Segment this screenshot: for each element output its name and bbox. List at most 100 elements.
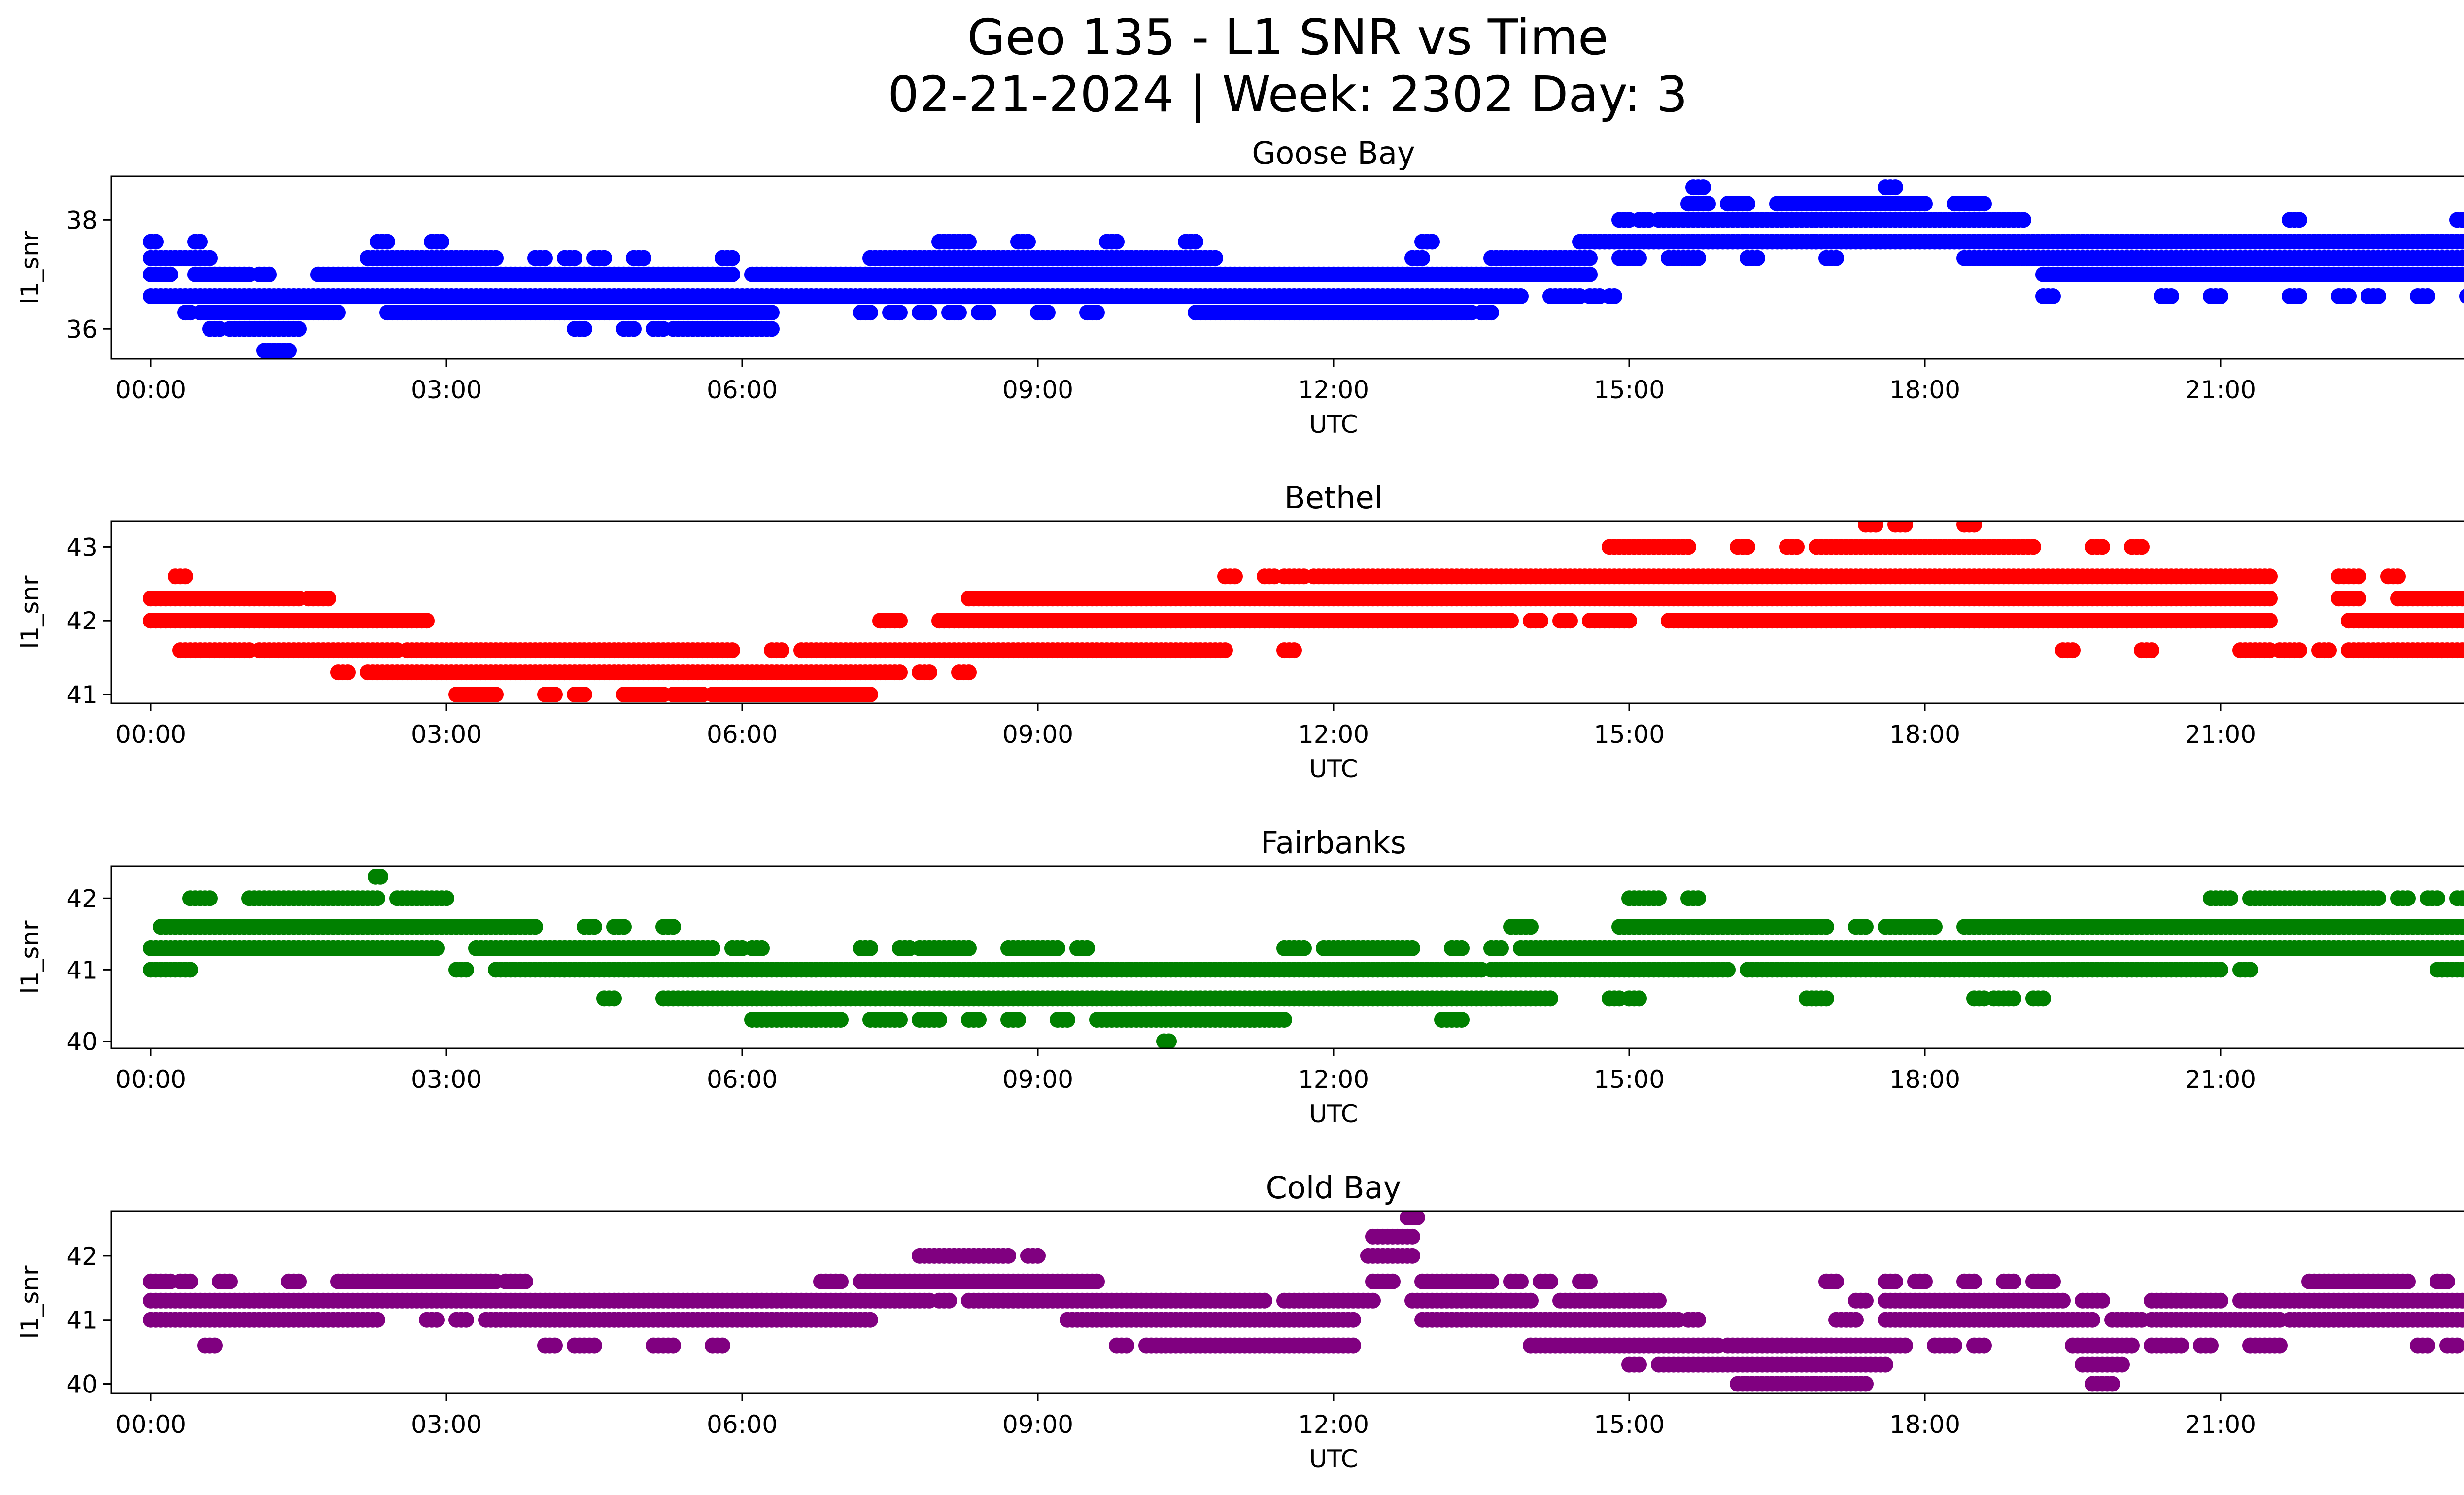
data-point xyxy=(1050,940,1065,956)
data-point xyxy=(1631,250,1647,266)
x-tick-label: 12:00 xyxy=(1298,1065,1369,1094)
x-tick-label: 12:00 xyxy=(1298,720,1369,749)
data-point xyxy=(1700,196,1716,212)
data-point xyxy=(764,305,780,321)
data-point xyxy=(636,250,651,266)
data-point xyxy=(2262,613,2278,629)
data-point xyxy=(1651,890,1667,906)
data-point xyxy=(222,1273,238,1289)
data-point xyxy=(606,990,622,1007)
x-tick-label: 03:00 xyxy=(411,1065,482,1094)
data-point xyxy=(1828,250,1844,266)
data-point xyxy=(1542,1273,1558,1289)
data-point xyxy=(596,250,612,266)
data-point xyxy=(1818,990,1834,1007)
data-point xyxy=(892,1012,908,1028)
data-point xyxy=(2025,539,2041,555)
data-point xyxy=(1740,613,1755,629)
data-point xyxy=(1917,1273,1933,1289)
data-point xyxy=(981,305,996,321)
data-point xyxy=(1740,539,1755,555)
data-point xyxy=(1789,539,1805,555)
data-point xyxy=(1631,990,1647,1007)
data-point xyxy=(774,642,789,659)
x-axis-label: UTC xyxy=(1309,410,1358,439)
data-point xyxy=(1020,234,1036,250)
data-point xyxy=(373,869,388,885)
data-point xyxy=(2213,288,2228,304)
data-point xyxy=(1503,613,1519,629)
data-point xyxy=(971,1012,987,1028)
data-point xyxy=(1917,196,1933,212)
data-point xyxy=(1542,990,1558,1007)
scatter-series xyxy=(143,521,2464,702)
data-point xyxy=(1365,1292,1381,1309)
data-point xyxy=(1695,179,1711,196)
x-tick-label: 18:00 xyxy=(1889,1065,1960,1094)
data-point xyxy=(458,962,474,978)
y-tick-label: 38 xyxy=(66,206,98,235)
data-point xyxy=(577,687,592,702)
y-tick-label: 42 xyxy=(66,607,98,635)
y-tick-label: 42 xyxy=(66,884,98,913)
x-tick-label: 21:00 xyxy=(2185,376,2256,404)
data-point xyxy=(2459,643,2464,658)
data-point xyxy=(892,305,908,321)
data-point xyxy=(1749,250,1765,266)
data-point xyxy=(567,250,582,266)
data-point xyxy=(1454,1012,1470,1028)
scatter-series xyxy=(143,1211,2464,1392)
data-point xyxy=(1424,234,1440,250)
data-point xyxy=(1079,940,1095,956)
y-axis-label: l1_snr xyxy=(16,920,44,994)
data-point xyxy=(922,664,937,681)
x-tick-label: 15:00 xyxy=(1594,720,1665,749)
data-point xyxy=(1740,196,1755,212)
data-point xyxy=(340,664,356,681)
data-point xyxy=(1690,890,1706,906)
data-point xyxy=(2459,267,2464,282)
data-point xyxy=(1040,305,1056,321)
data-point xyxy=(379,234,395,250)
data-point xyxy=(1010,1012,1026,1028)
subplot-title: Bethel xyxy=(1284,480,1383,516)
data-point xyxy=(1404,1248,1420,1264)
data-point xyxy=(764,321,780,337)
data-point xyxy=(931,1012,947,1028)
x-tick-label: 06:00 xyxy=(707,720,778,749)
x-tick-label: 06:00 xyxy=(707,1065,778,1094)
x-tick-label: 12:00 xyxy=(1298,376,1369,404)
data-point xyxy=(2341,288,2357,304)
data-point xyxy=(182,962,198,978)
data-point xyxy=(2242,962,2258,978)
data-point xyxy=(2459,941,2464,956)
y-tick-label: 43 xyxy=(66,533,98,561)
data-point xyxy=(2134,539,2150,555)
data-point xyxy=(2262,568,2278,585)
data-point xyxy=(1030,1248,1046,1264)
y-tick-label: 41 xyxy=(66,956,98,984)
data-point xyxy=(261,266,277,282)
data-point xyxy=(1454,940,1470,956)
data-point xyxy=(330,305,346,321)
data-point xyxy=(724,250,740,266)
data-point xyxy=(281,343,297,359)
data-point xyxy=(616,919,632,935)
x-tick-label: 03:00 xyxy=(411,720,482,749)
data-point xyxy=(724,266,740,282)
data-point xyxy=(2459,212,2464,228)
data-point xyxy=(537,250,553,266)
x-tick-label: 18:00 xyxy=(1889,720,1960,749)
data-point xyxy=(1927,613,1943,629)
data-point xyxy=(892,664,908,681)
data-point xyxy=(429,940,445,956)
data-point xyxy=(1207,250,1223,266)
data-point xyxy=(1976,196,1992,212)
data-point xyxy=(1188,234,1203,250)
data-point xyxy=(163,266,178,282)
data-point xyxy=(1404,1228,1420,1245)
data-point xyxy=(922,305,937,321)
data-point xyxy=(1404,940,1420,956)
y-axis-label: l1_snr xyxy=(16,575,44,649)
data-point xyxy=(2459,234,2464,249)
